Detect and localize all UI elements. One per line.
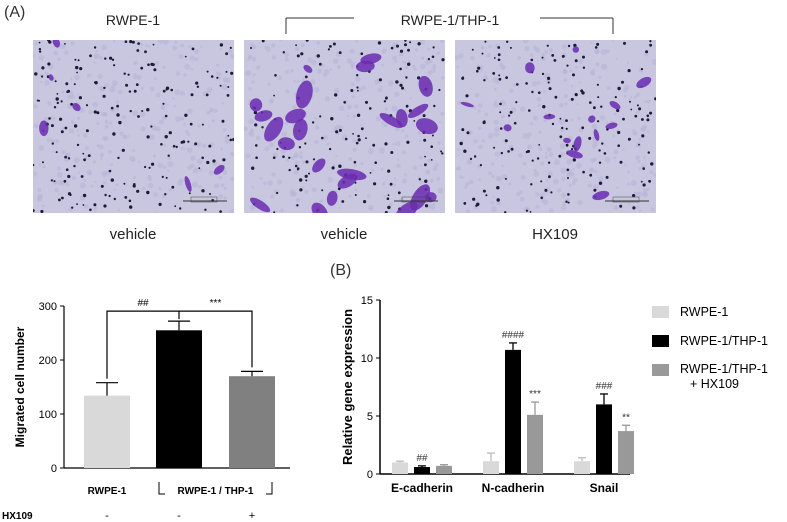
legend-label-1: RWPE-1 xyxy=(680,305,728,319)
sig-mark: ### xyxy=(596,381,613,392)
legend-swatch-3 xyxy=(652,364,669,376)
sig-mark: *** xyxy=(529,389,541,400)
y-tick-label: 300 xyxy=(39,301,57,313)
legend-label-3: RWPE-1/THP-1 xyxy=(680,362,768,376)
treatment-value-3: + xyxy=(249,510,255,522)
y-tick-label: 10 xyxy=(361,353,373,365)
bar-1 xyxy=(84,395,130,468)
bar-E-cadherin-1 xyxy=(392,462,408,474)
x-tick-label-1: RWPE-1 xyxy=(88,486,127,497)
treatment-label: HX109 xyxy=(2,511,33,522)
y-tick-label: 15 xyxy=(361,295,373,307)
group-label-rwpe1: RWPE-1 xyxy=(105,12,161,28)
micrograph-cocult-vehicle xyxy=(244,40,445,213)
micrograph-rwpe1-vehicle xyxy=(33,40,234,213)
x-tick-label: N-cadherin xyxy=(482,481,545,495)
y-tick-label: 5 xyxy=(367,411,373,423)
group-bracket xyxy=(285,17,614,34)
bar-3 xyxy=(229,376,275,468)
x-tick-label: Snail xyxy=(590,481,619,495)
legend-swatch-1 xyxy=(652,306,669,318)
sig-mark: #### xyxy=(502,330,525,341)
legend-swatch-2 xyxy=(652,335,669,347)
sig-label-2: *** xyxy=(210,298,222,309)
legend-label-2: RWPE-1/THP-1 xyxy=(680,334,768,348)
caption-image-3: HX109 xyxy=(532,226,578,243)
micrograph-background xyxy=(455,40,656,213)
bar-E-cadherin-2 xyxy=(414,467,430,474)
legend-label-3-cont: + HX109 xyxy=(690,377,739,391)
micrograph-cocult-hx109 xyxy=(455,40,656,213)
gene-expression-bar-chart: Relative gene expression 0 5 10 15 ## E-cadher… xyxy=(340,295,768,495)
bar-E-cadherin-3 xyxy=(436,465,452,474)
bar-N-cadherin-3 xyxy=(527,414,543,474)
sig-mark: ## xyxy=(416,453,428,464)
sig-bracket-2 xyxy=(179,310,253,368)
sig-label-1: ## xyxy=(137,298,149,309)
bar-N-cadherin-1 xyxy=(483,461,499,474)
caption-image-2: vehicle xyxy=(320,226,368,243)
treatment-value-2: - xyxy=(177,510,181,522)
panel-a-label: (A) xyxy=(4,4,26,21)
sig-mark: ** xyxy=(622,412,630,423)
y-axis-label: Migrated cell number xyxy=(13,326,27,447)
y-tick-label: 200 xyxy=(39,355,57,367)
bar-Snail-3 xyxy=(618,431,634,474)
bar-Snail-1 xyxy=(574,461,590,474)
bar-Snail-2 xyxy=(596,404,612,474)
x-tick-label: E-cadherin xyxy=(391,481,453,495)
y-axis-label: Relative gene expression xyxy=(340,309,355,465)
bar-N-cadherin-2 xyxy=(505,349,521,474)
group-bracket-left xyxy=(158,482,165,495)
treatment-value-1: - xyxy=(105,510,109,522)
bar-2 xyxy=(156,330,202,468)
y-tick-label: 100 xyxy=(39,409,57,421)
sig-bracket-1 xyxy=(106,310,180,379)
x-tick-label-2: RWPE-1 / THP-1 xyxy=(178,486,254,497)
panel-b-label: (B) xyxy=(330,262,352,279)
migration-bar-chart: Migrated cell number 0 100 200 300 ## *** RWPE-… xyxy=(2,298,290,522)
y-tick-label: 0 xyxy=(367,469,373,481)
y-tick-label: 0 xyxy=(51,463,57,475)
group-label-rwpe1-thp1: RWPE-1/THP-1 xyxy=(360,12,540,28)
group-bracket-right xyxy=(266,482,273,495)
caption-image-1: vehicle xyxy=(109,226,157,243)
